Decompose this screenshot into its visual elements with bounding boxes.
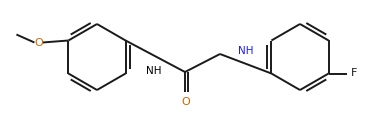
Text: O: O [34, 38, 43, 48]
Text: F: F [351, 69, 357, 78]
Text: NH: NH [238, 46, 254, 56]
Text: O: O [182, 97, 190, 107]
Text: NH: NH [145, 66, 161, 76]
